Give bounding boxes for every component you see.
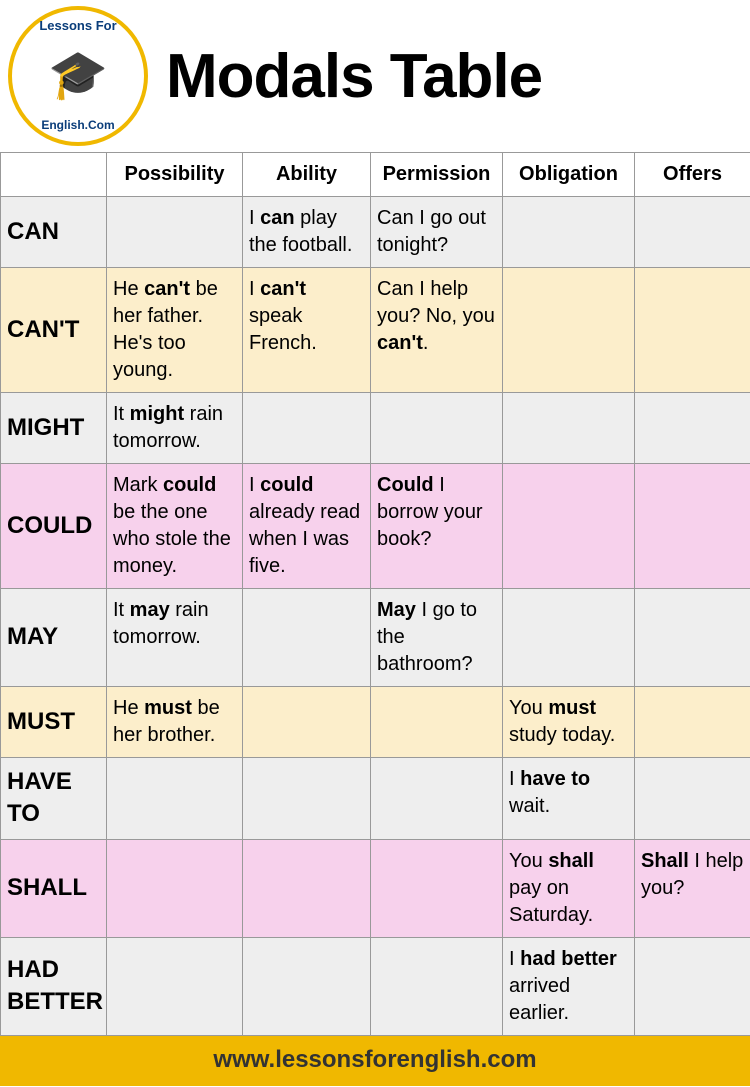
cell-obligation [503,464,635,589]
cell-permission: May I go to the bathroom? [371,589,503,687]
cell-obligation: I had better arrived earlier. [503,937,635,1035]
table-row: COULDMark could be the one who stole the… [1,464,750,589]
cell-obligation [503,393,635,464]
cell-possibility: He can't be her father. He's too young. [107,268,243,393]
cell-possibility: It might rain tomorrow. [107,393,243,464]
cell-ability [243,839,371,937]
logo: Lessons For 🎓 English.Com [8,6,148,146]
page-title: Modals Table [166,41,542,112]
table-row: MAYIt may rain tomorrow. May I go to the … [1,589,750,687]
cell-ability [243,589,371,687]
cell-permission [371,687,503,758]
table-row: CAN I can play the football.Can I go out … [1,197,750,268]
logo-text-top: Lessons For [39,18,116,33]
cell-possibility: He must be her brother. [107,687,243,758]
modal-label: CAN [1,197,107,268]
modals-table: Possibility Ability Permission Obligatio… [0,152,750,1036]
cell-possibility [107,937,243,1035]
cell-obligation [503,197,635,268]
cell-offers [635,393,750,464]
cell-ability: I can't speak French. [243,268,371,393]
table-row: CAN'THe can't be her father. He's too yo… [1,268,750,393]
cell-obligation: You must study today. [503,687,635,758]
cell-possibility: It may rain tomorrow. [107,589,243,687]
cell-permission [371,393,503,464]
cell-permission: Could I borrow your book? [371,464,503,589]
table-row: SHALL You shall pay on Saturday.Shall I h… [1,839,750,937]
cell-permission [371,839,503,937]
cell-obligation: You shall pay on Saturday. [503,839,635,937]
cell-offers [635,758,750,840]
logo-books-icon: 🎓 [48,52,108,100]
modal-label: COULD [1,464,107,589]
table-row: HAD BETTER I had better arrived earlier. [1,937,750,1035]
col-header-obligation: Obligation [503,153,635,197]
table-row: MIGHTIt might rain tomorrow. [1,393,750,464]
cell-obligation: I have to wait. [503,758,635,840]
table-row: MUSTHe must be her brother. You must stud… [1,687,750,758]
table-header-row: Possibility Ability Permission Obligatio… [1,153,750,197]
header: Lessons For 🎓 English.Com Modals Table [0,0,750,152]
cell-permission [371,937,503,1035]
col-header-permission: Permission [371,153,503,197]
col-header-blank [1,153,107,197]
table-body: CAN I can play the football.Can I go out … [1,197,750,1036]
col-header-ability: Ability [243,153,371,197]
cell-permission: Can I help you? No, you can't. [371,268,503,393]
modal-label: SHALL [1,839,107,937]
footer: www.lessonsforenglish.com [0,1036,750,1086]
cell-ability [243,758,371,840]
modal-label: MAY [1,589,107,687]
cell-ability: I could already read when I was five. [243,464,371,589]
modal-label: HAVE TO [1,758,107,840]
col-header-possibility: Possibility [107,153,243,197]
modal-label: MUST [1,687,107,758]
col-header-offers: Offers [635,153,750,197]
table-row: HAVE TO I have to wait. [1,758,750,840]
cell-possibility [107,197,243,268]
cell-offers [635,589,750,687]
cell-ability: I can play the football. [243,197,371,268]
cell-offers [635,687,750,758]
cell-ability [243,687,371,758]
modal-label: MIGHT [1,393,107,464]
cell-offers [635,268,750,393]
cell-offers [635,464,750,589]
cell-offers: Shall I help you? [635,839,750,937]
modal-label: HAD BETTER [1,937,107,1035]
cell-possibility [107,758,243,840]
cell-ability [243,937,371,1035]
cell-ability [243,393,371,464]
footer-url: www.lessonsforenglish.com [213,1046,536,1073]
modal-label: CAN'T [1,268,107,393]
cell-possibility [107,839,243,937]
cell-permission: Can I go out tonight? [371,197,503,268]
cell-offers [635,937,750,1035]
cell-obligation [503,589,635,687]
cell-offers [635,197,750,268]
logo-text-bottom: English.Com [41,118,114,132]
cell-possibility: Mark could be the one who stole the mone… [107,464,243,589]
cell-obligation [503,268,635,393]
cell-permission [371,758,503,840]
